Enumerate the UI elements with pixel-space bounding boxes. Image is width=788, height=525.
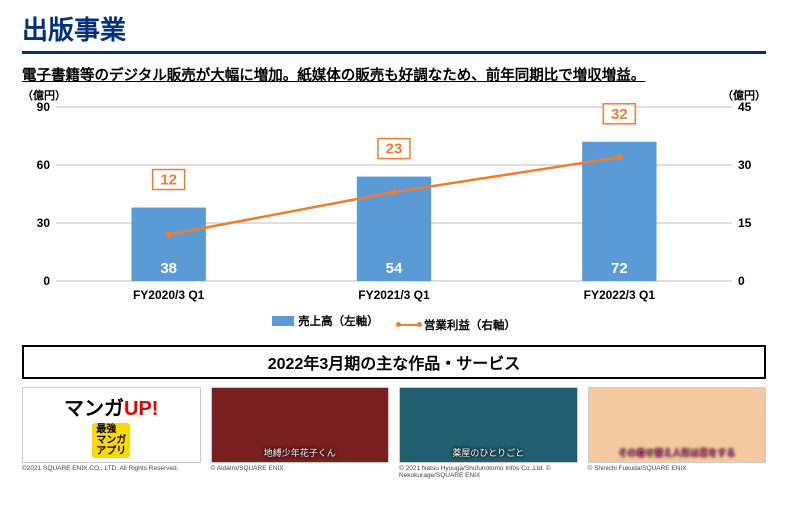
product-tile: その着せ替え人形は恋をする [588,387,767,463]
product-tile: 薬屋のひとりごと [399,387,578,463]
svg-text:15: 15 [738,216,752,230]
legend-bar-label: 売上高（左軸） [298,313,379,329]
svg-text:32: 32 [611,106,628,123]
section-header: 2022年3月期の主な作品・サービス [22,345,766,379]
manga-up-badge: 最強マンガアプリ [92,423,130,458]
svg-text:FY2021/3 Q1: FY2021/3 Q1 [358,288,430,302]
page-title: 出版事業 [0,0,788,51]
product-caption: 地縛少年花子くん [212,445,389,460]
product-copyright: © 2021 Natsu Hyuuga/Shufunotomo Infos Co… [399,465,578,479]
svg-text:54: 54 [386,260,403,277]
svg-text:90: 90 [37,101,51,114]
product-tile: マンガUP!最強マンガアプリ [22,387,201,463]
svg-text:30: 30 [738,158,752,172]
svg-text:FY2022/3 Q1: FY2022/3 Q1 [584,288,656,302]
legend-bar: 売上高（左軸） [272,313,379,329]
chart-canvas: 0 30 60 90 0 15 30 45 FY2020/3 Q1 FY2021/3 Q1 FY20… [22,101,766,311]
copyright-row: ©2021 SQUARE ENIX CO., LTD. All Rights R… [0,463,788,479]
svg-text:0: 0 [738,274,745,288]
svg-text:12: 12 [160,172,177,189]
legend-line: 営業利益（右軸） [398,317,516,333]
svg-text:72: 72 [611,260,628,277]
product-caption: その着せ替え人形は恋をする [589,445,766,460]
page-subtitle: 電子書籍等のデジタル販売が大幅に増加。紙媒体の販売も好調なため、前年同期比で増収… [0,64,788,91]
product-row: マンガUP!最強マンガアプリ地縛少年花子くん薬屋のひとりごとその着せ替え人形は恋… [0,387,788,463]
svg-text:FY2020/3 Q1: FY2020/3 Q1 [133,288,205,302]
svg-text:38: 38 [160,260,177,277]
legend-bar-swatch [272,316,294,326]
svg-text:60: 60 [37,158,51,172]
chart-legend: 売上高（左軸） 営業利益（右軸） [0,313,788,333]
combo-chart: （億円） （億円） 03060900153045FY2020/3 Q1FY202… [22,91,766,311]
title-underline [22,51,766,54]
svg-text:45: 45 [738,101,752,114]
svg-text:23: 23 [386,141,403,158]
product-caption: 薬屋のひとりごと [400,445,577,460]
legend-line-label: 営業利益（右軸） [424,317,516,333]
svg-text:0: 0 [43,274,50,288]
product-copyright: © AidaIro/SQUARE ENIX [211,465,390,479]
product-copyright: © Shinichi Fukuda/SQUARE ENIX [588,465,767,479]
product-copyright: ©2021 SQUARE ENIX CO., LTD. All Rights R… [22,465,201,479]
product-tile: 地縛少年花子くん [211,387,390,463]
manga-up-logo: マンガUP! [64,392,158,421]
svg-text:30: 30 [37,216,51,230]
legend-line-swatch [398,324,420,326]
